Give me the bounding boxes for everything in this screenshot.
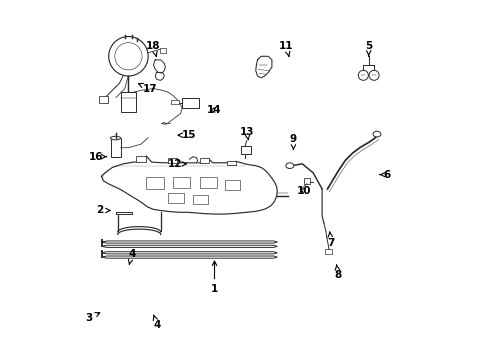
- Polygon shape: [101, 156, 277, 214]
- Polygon shape: [101, 245, 277, 247]
- Text: 15: 15: [178, 130, 196, 140]
- Text: 4: 4: [128, 248, 136, 264]
- Circle shape: [358, 70, 368, 80]
- Bar: [147, 177, 164, 189]
- Polygon shape: [101, 256, 277, 258]
- Bar: [160, 48, 167, 53]
- Text: 4: 4: [153, 315, 161, 330]
- Text: 5: 5: [365, 41, 372, 56]
- Bar: [193, 195, 208, 204]
- Polygon shape: [101, 252, 277, 254]
- Bar: [168, 158, 177, 163]
- Bar: [121, 92, 136, 112]
- Bar: [200, 158, 210, 163]
- Polygon shape: [190, 157, 197, 163]
- Text: 13: 13: [240, 127, 254, 140]
- Bar: [99, 96, 108, 103]
- Bar: [168, 193, 184, 203]
- Bar: [304, 178, 310, 184]
- Ellipse shape: [286, 163, 294, 168]
- Bar: [225, 180, 240, 190]
- Bar: [111, 138, 121, 157]
- Ellipse shape: [111, 136, 121, 140]
- Polygon shape: [155, 72, 164, 80]
- Text: 2: 2: [96, 206, 110, 216]
- Ellipse shape: [373, 131, 381, 137]
- Text: 6: 6: [380, 170, 390, 180]
- Text: 14: 14: [207, 105, 222, 115]
- Bar: [173, 177, 191, 188]
- Polygon shape: [116, 212, 132, 214]
- Text: 3: 3: [85, 313, 100, 323]
- Polygon shape: [256, 56, 272, 78]
- Circle shape: [369, 70, 379, 80]
- Circle shape: [115, 42, 142, 70]
- Bar: [325, 249, 332, 253]
- Bar: [200, 177, 218, 188]
- Text: 9: 9: [290, 134, 297, 149]
- Bar: [136, 156, 146, 162]
- Text: 8: 8: [335, 265, 342, 280]
- Polygon shape: [101, 241, 277, 243]
- Circle shape: [109, 37, 148, 76]
- Text: 11: 11: [279, 41, 294, 56]
- Text: 18: 18: [147, 41, 161, 56]
- Bar: [172, 100, 179, 104]
- Text: 16: 16: [89, 152, 106, 162]
- Text: 12: 12: [168, 159, 186, 169]
- Bar: [182, 98, 199, 108]
- Bar: [241, 146, 251, 154]
- Text: 10: 10: [297, 186, 312, 196]
- Polygon shape: [153, 60, 166, 73]
- Text: 1: 1: [211, 261, 218, 294]
- Bar: [227, 161, 236, 165]
- Text: 17: 17: [139, 84, 157, 94]
- Text: 7: 7: [327, 232, 335, 248]
